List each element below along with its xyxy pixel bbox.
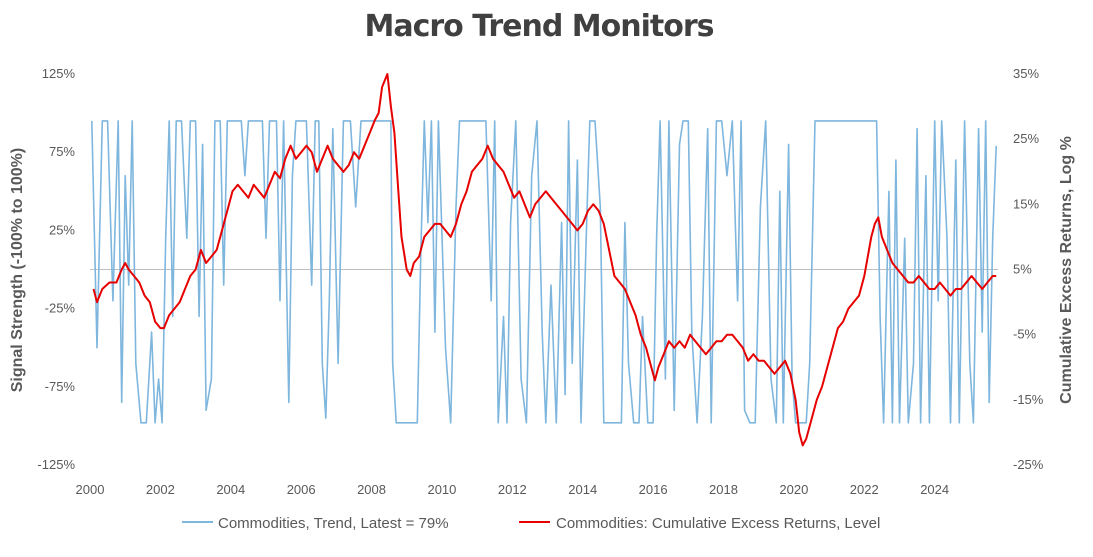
series-line-trend bbox=[91, 120, 997, 424]
right-tick-label: 25% bbox=[1013, 131, 1039, 146]
right-axis-title: Cumulative Excess Returns, Log % bbox=[1058, 136, 1075, 404]
x-tick-label: 2010 bbox=[427, 482, 456, 497]
chart-title: Macro Trend Monitors bbox=[364, 9, 713, 44]
plot-area bbox=[90, 73, 998, 447]
x-tick-label: 2016 bbox=[639, 482, 668, 497]
right-tick-label: 35% bbox=[1013, 66, 1039, 81]
chart-legend: Commodities, Trend, Latest = 79% Commodi… bbox=[182, 515, 880, 532]
series-line-returns bbox=[92, 73, 997, 447]
right-tick-label: 15% bbox=[1013, 196, 1039, 211]
legend-label-returns: Commodities: Cumulative Excess Returns, … bbox=[556, 515, 880, 532]
right-tick-label: -15% bbox=[1013, 392, 1044, 407]
x-tick-label: 2024 bbox=[920, 482, 949, 497]
right-tick-label: -25% bbox=[1013, 457, 1044, 472]
left-axis-ticks: 125% 75% 25% -25% -75% -125% bbox=[37, 66, 75, 472]
x-tick-label: 2002 bbox=[146, 482, 175, 497]
right-tick-label: -5% bbox=[1013, 327, 1037, 342]
left-tick-label: 25% bbox=[49, 222, 75, 237]
x-tick-label: 2014 bbox=[568, 482, 597, 497]
x-tick-label: 2008 bbox=[357, 482, 386, 497]
x-tick-label: 2000 bbox=[76, 482, 105, 497]
left-tick-label: 125% bbox=[42, 66, 76, 81]
x-tick-label: 2022 bbox=[850, 482, 879, 497]
x-tick-label: 2020 bbox=[779, 482, 808, 497]
left-tick-label: -125% bbox=[37, 457, 75, 472]
left-axis-title: Signal Strength (-100% to 100%) bbox=[9, 148, 26, 393]
right-axis-ticks: 35% 25% 15% 5% -5% -15% -25% bbox=[1013, 66, 1044, 472]
x-tick-label: 2004 bbox=[216, 482, 245, 497]
right-tick-label: 5% bbox=[1013, 262, 1032, 277]
legend-label-trend: Commodities, Trend, Latest = 79% bbox=[218, 515, 449, 532]
x-tick-label: 2018 bbox=[709, 482, 738, 497]
left-tick-label: 75% bbox=[49, 144, 75, 159]
left-tick-label: -75% bbox=[45, 379, 76, 394]
left-tick-label: -25% bbox=[45, 301, 76, 316]
x-tick-label: 2012 bbox=[498, 482, 527, 497]
x-axis-ticks: 2000 2002 2004 2006 2008 2010 2012 2014 2016 2018… bbox=[76, 482, 950, 497]
x-tick-label: 2006 bbox=[287, 482, 316, 497]
